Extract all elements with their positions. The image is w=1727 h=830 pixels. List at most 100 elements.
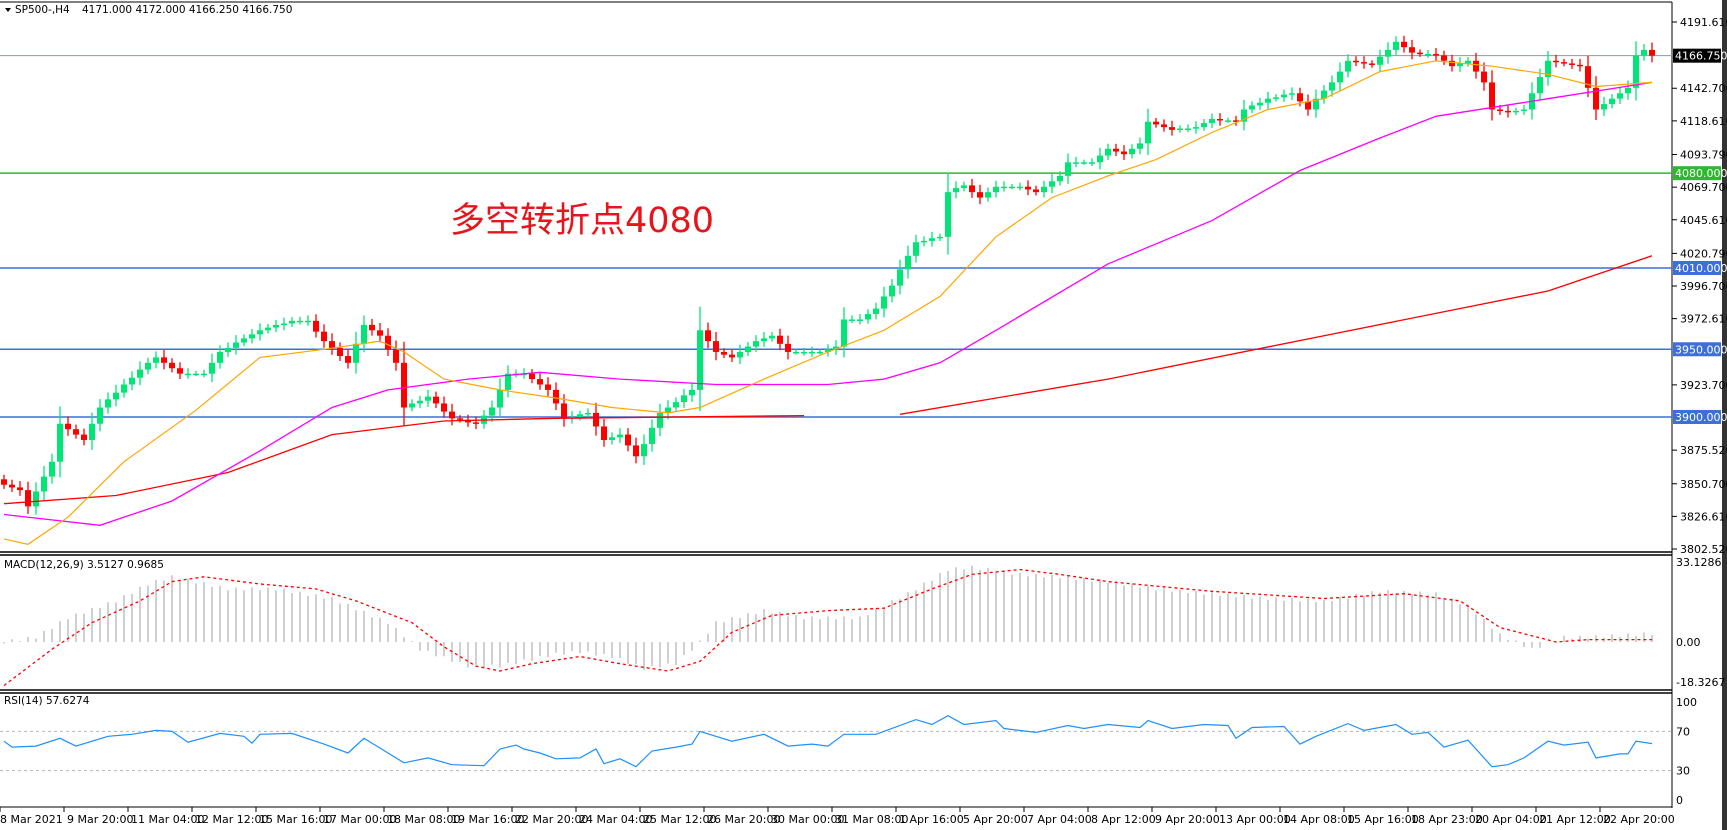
candle [865,309,871,324]
candle [953,181,959,199]
candle-body [1201,123,1207,128]
candle-body [1273,97,1279,99]
candle-body [905,255,911,270]
candle-body [209,362,215,374]
candle-body [937,236,943,239]
candle [97,399,103,432]
annotation-text[interactable]: 多空转折点4080 [450,201,714,241]
candle [489,400,495,422]
candle-body [177,368,183,374]
candle-body [825,349,831,352]
candle [1569,58,1575,69]
candle [857,314,863,325]
candle [1073,156,1079,168]
candle [377,322,383,343]
macd-signal-line [3,568,1652,687]
candle [985,187,991,202]
candle [945,172,951,255]
candle-body [1425,53,1431,56]
candle [1089,158,1095,166]
candle [1409,39,1415,60]
candle-body [537,379,543,385]
candle-body [1025,186,1031,190]
candle-body [921,240,927,243]
candle [817,349,823,355]
level-badge-bg [1673,166,1721,181]
candle-body [649,427,655,445]
time-axis-label: 9 Apr 20:00 [1155,813,1220,826]
candle-body [1241,109,1247,122]
candle [73,424,79,439]
candle-body [193,373,199,376]
candle [1457,57,1463,72]
time-axis-label: 31 Mar 08:00 [835,813,908,826]
candle-body [993,186,999,193]
candle [737,344,743,364]
level-badge-bg [1673,342,1721,357]
candle [1121,145,1127,160]
candle [1137,137,1143,155]
candle-body [585,412,591,415]
candle [9,479,15,492]
candle [1193,121,1199,134]
candle [129,371,135,391]
candle-body [945,192,951,237]
candle-body [145,362,151,370]
candle [1577,58,1583,72]
candle-body [25,490,31,507]
candle [1425,49,1431,58]
candle-body [729,354,735,358]
candle [1225,117,1231,123]
candle-body [785,343,791,352]
candle [305,315,311,326]
candle [601,419,607,447]
candle-body [81,434,87,441]
candle [825,344,831,357]
candle-body [1569,63,1575,65]
candle [841,307,847,358]
candle-body [1633,55,1639,88]
candle [1265,91,1271,109]
candle-body [417,400,423,404]
candle [1481,62,1487,91]
candle [385,328,391,356]
candle-body [1017,186,1023,189]
candle [1361,56,1367,69]
candle [1097,147,1103,170]
candle [33,482,39,515]
candle-body [1185,128,1191,130]
candle-body [1265,98,1271,103]
candle [1521,104,1527,115]
candle-body [697,330,703,390]
candle-body [833,346,839,350]
candle-body [265,327,271,331]
current-price-badge-bg [1673,48,1721,63]
candle-body [129,377,135,385]
candle-body [1353,60,1359,63]
candle-body [881,296,887,309]
candle-body [361,324,367,344]
candle [17,481,23,496]
candle [809,346,815,357]
candle-body [1305,101,1311,110]
candle [689,382,695,402]
collapse-triangle-icon[interactable] [5,8,11,12]
axes: 4191.610 4142.700 4118.610 4093.790 4069.700… [0,16,1727,826]
candle [625,428,631,452]
rsi-axis-label: 100 [1676,696,1697,709]
candle-body [273,324,279,328]
candle-body [849,319,855,321]
candle [769,332,775,342]
candle-body [985,192,991,198]
macd-axis-label: 0.00 [1676,636,1701,649]
candle [289,317,295,327]
candle [553,382,559,411]
candle [145,357,151,375]
candle-body [409,403,415,408]
candle [169,358,175,373]
candle-body [233,342,239,348]
candle [1449,54,1455,72]
candle [849,315,855,324]
candle-body [1521,109,1527,112]
